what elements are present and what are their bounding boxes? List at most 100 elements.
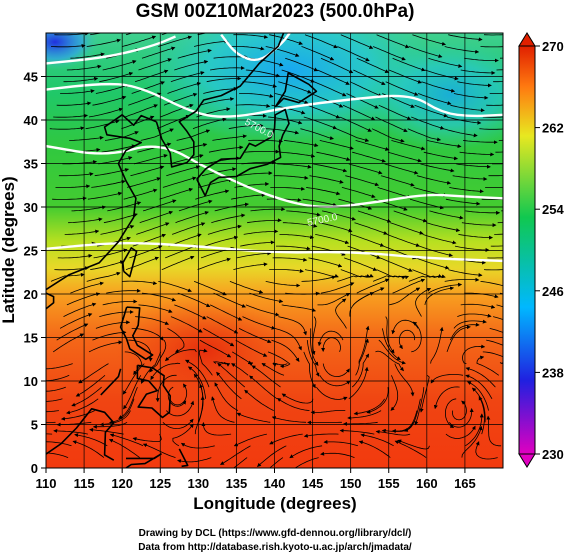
streamline bbox=[88, 340, 123, 353]
streamline bbox=[155, 374, 177, 403]
streamline bbox=[346, 93, 379, 109]
streamline bbox=[480, 281, 503, 287]
streamline bbox=[490, 245, 503, 247]
streamline bbox=[414, 104, 448, 118]
streamline bbox=[493, 81, 503, 83]
streamline bbox=[204, 235, 239, 247]
streamline bbox=[282, 222, 318, 228]
streamline bbox=[261, 363, 285, 376]
streamline bbox=[138, 304, 173, 313]
streamline bbox=[280, 151, 316, 158]
streamline bbox=[66, 292, 101, 306]
y-tick-label: 30 bbox=[24, 200, 38, 215]
streamline bbox=[124, 104, 158, 118]
streamline bbox=[165, 349, 197, 362]
streamline bbox=[95, 320, 131, 329]
streamline bbox=[166, 165, 201, 177]
streamline bbox=[471, 387, 486, 423]
streamline bbox=[70, 281, 104, 294]
streamline bbox=[403, 398, 421, 432]
height-contour bbox=[46, 35, 176, 65]
colorbar-tick-label: 246 bbox=[542, 284, 564, 299]
streamline bbox=[75, 374, 106, 397]
streamline bbox=[457, 313, 492, 318]
streamline bbox=[56, 323, 89, 341]
streamline bbox=[350, 234, 385, 247]
streamline bbox=[476, 355, 500, 376]
streamline bbox=[244, 149, 280, 154]
streamline bbox=[407, 128, 442, 142]
coastline bbox=[178, 448, 189, 468]
streamline bbox=[482, 116, 503, 118]
coastline bbox=[46, 292, 55, 310]
streamline bbox=[130, 165, 165, 177]
streamline bbox=[316, 386, 348, 401]
streamline bbox=[136, 222, 170, 235]
streamline bbox=[335, 298, 347, 329]
streamline bbox=[122, 35, 157, 47]
colorbar-tick-label: 270 bbox=[542, 39, 564, 54]
streamline bbox=[392, 57, 426, 72]
streamline bbox=[71, 205, 107, 212]
streamline bbox=[460, 303, 496, 309]
streamline bbox=[135, 316, 170, 325]
streamline bbox=[50, 43, 86, 48]
streamline bbox=[309, 175, 344, 184]
streamline bbox=[271, 339, 300, 362]
streamline bbox=[52, 196, 87, 201]
streamline bbox=[317, 292, 351, 306]
streamline bbox=[349, 81, 383, 97]
streamline bbox=[444, 46, 480, 54]
streamline bbox=[379, 257, 413, 272]
streamline bbox=[54, 33, 90, 36]
streamline bbox=[213, 292, 247, 308]
streamline bbox=[461, 344, 486, 364]
streamline bbox=[174, 304, 207, 320]
streamline bbox=[385, 316, 395, 354]
streamline bbox=[411, 321, 422, 353]
streamline bbox=[450, 104, 485, 113]
streamline bbox=[387, 151, 422, 163]
streamline bbox=[496, 304, 503, 308]
streamline bbox=[496, 69, 503, 71]
streamline bbox=[237, 171, 273, 177]
streamline bbox=[301, 275, 336, 282]
streamline bbox=[489, 328, 503, 333]
streamline bbox=[63, 76, 99, 83]
streamline bbox=[384, 163, 419, 175]
streamline bbox=[106, 288, 141, 294]
streamline bbox=[456, 163, 491, 169]
streamline bbox=[195, 189, 230, 200]
streamline bbox=[353, 69, 386, 86]
streamline bbox=[495, 151, 503, 153]
cold-spot bbox=[46, 33, 100, 70]
streamline bbox=[482, 351, 503, 358]
streamline bbox=[414, 387, 425, 426]
streamline bbox=[317, 69, 350, 85]
streamline bbox=[465, 367, 496, 388]
streamline bbox=[389, 287, 421, 306]
streamline bbox=[494, 233, 503, 235]
streamline bbox=[424, 286, 455, 305]
streamline bbox=[90, 33, 103, 36]
streamline bbox=[193, 281, 227, 296]
streamline bbox=[245, 304, 280, 317]
colorbar-tick-label: 254 bbox=[542, 202, 564, 217]
streamline bbox=[394, 363, 415, 397]
streamline bbox=[457, 81, 492, 88]
streamline bbox=[212, 134, 247, 141]
streamline bbox=[306, 187, 341, 196]
streamline bbox=[91, 179, 126, 188]
streamline bbox=[411, 116, 445, 130]
streamline bbox=[235, 103, 271, 108]
streamline bbox=[162, 176, 197, 188]
streamline bbox=[342, 421, 378, 426]
streamline bbox=[337, 46, 370, 62]
streamline bbox=[301, 46, 335, 61]
streamline bbox=[217, 362, 246, 388]
streamline bbox=[53, 113, 88, 118]
streamline bbox=[59, 313, 93, 329]
x-tick-label: 110 bbox=[36, 476, 57, 491]
streamline bbox=[94, 168, 130, 177]
y-tick-label: 40 bbox=[24, 113, 38, 128]
